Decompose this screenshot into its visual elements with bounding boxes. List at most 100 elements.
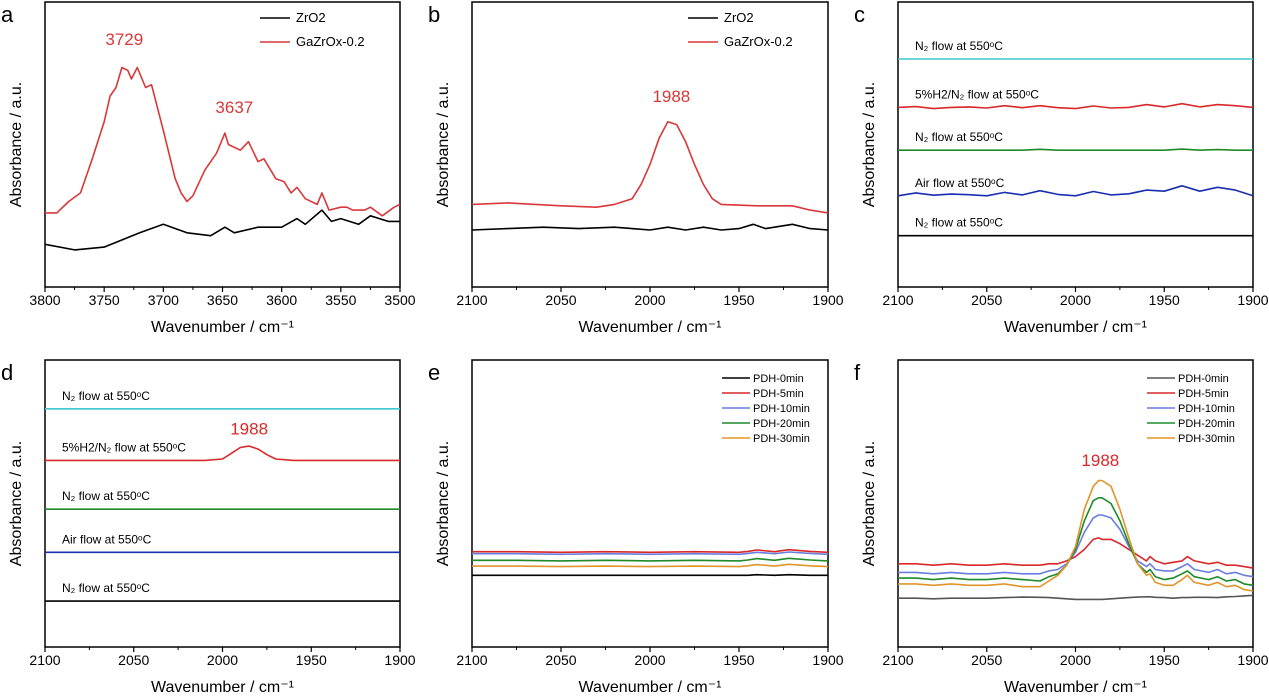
panel-f: f 2100 2050 2000 1950 1900 Wavenumber / cm⁻¹ Ab… xyxy=(854,359,1269,696)
peak-annotation: 1988 xyxy=(230,420,268,439)
series-line-pdh-20min xyxy=(898,497,1254,587)
legend-label: PDH-0min xyxy=(1178,373,1229,385)
curve-label: 5%H2/N₂ flow at 550ᵒC xyxy=(915,87,1039,101)
x-tick-label: 2000 xyxy=(1060,292,1091,308)
x-tick-label: 2100 xyxy=(882,652,913,668)
curve-label: N₂ flow at 550ᵒC xyxy=(62,389,150,403)
curve-label: N₂ flow at 550ᵒC xyxy=(915,216,1003,230)
curve-label: 5%H2/N₂ flow at 550ᵒC xyxy=(62,440,186,454)
x-tick-label: 3600 xyxy=(266,292,297,308)
series-line-gazrox-0-2 xyxy=(45,66,401,217)
legend-label: PDH-20min xyxy=(1178,418,1235,430)
panel-letter: d xyxy=(1,360,13,385)
x-tick-label: 1900 xyxy=(812,292,843,308)
series-line-5-h2-n-flow-at-550-c xyxy=(45,445,400,462)
x-tick-label: 1950 xyxy=(296,652,327,668)
series-line-air-flow-at-550-c xyxy=(897,185,1254,197)
series-line-zro2 xyxy=(44,209,400,251)
x-tick-label: 1900 xyxy=(1237,292,1268,308)
x-axis-label: Wavenumber / cm⁻¹ xyxy=(1004,679,1147,694)
x-tick-label: 2050 xyxy=(971,292,1002,308)
panel-c: c 2100 2050 2000 1950 1900 Wavenumber / cm⁻¹ Ab… xyxy=(854,1,1269,336)
y-axis-label: Absorbance / a.u. xyxy=(861,82,878,207)
y-axis-label: Absorbance / a.u. xyxy=(8,441,25,566)
curve-label: N₂ flow at 550ᵒC xyxy=(915,130,1003,144)
curve-label: N₂ flow at 550ᵒC xyxy=(915,39,1003,53)
peak-annotation: 3637 xyxy=(215,98,253,117)
x-tick-label: 2000 xyxy=(1060,652,1091,668)
y-axis-label: Absorbance / a.u. xyxy=(8,82,25,207)
x-tick-label: 2000 xyxy=(634,652,665,668)
series-line-pdh-0min xyxy=(898,594,1254,601)
peak-annotation: 3729 xyxy=(105,30,143,49)
legend-label: GaZrOx-0.2 xyxy=(724,34,793,49)
series-line-pdh-30min xyxy=(898,479,1254,592)
x-tick-label: 3750 xyxy=(89,292,120,308)
x-tick-label: 2000 xyxy=(207,652,238,668)
x-tick-label: 1950 xyxy=(723,292,754,308)
x-tick-label: 1950 xyxy=(1149,292,1180,308)
legend-label: ZrO2 xyxy=(296,10,326,25)
y-axis-label: Absorbance / a.u. xyxy=(435,82,452,207)
series-line-pdh-10min xyxy=(898,514,1254,578)
series-line-pdh-30min xyxy=(472,563,829,568)
x-tick-label: 2050 xyxy=(118,652,149,668)
panel-letter: b xyxy=(428,2,440,27)
x-tick-label: 1950 xyxy=(723,652,754,668)
legend-label: ZrO2 xyxy=(724,10,754,25)
x-axis-label: Wavenumber / cm⁻¹ xyxy=(579,679,722,694)
legend: PDH-0min PDH-5min PDH-10min PDH-20min PDH-30… xyxy=(1147,373,1235,445)
x-tick-label: 2100 xyxy=(456,652,487,668)
legend: ZrO2 GaZrOx-0.2 xyxy=(260,10,365,49)
peak-annotation: 1988 xyxy=(1081,451,1119,470)
x-tick-label: 2100 xyxy=(29,652,60,668)
x-tick-label: 2100 xyxy=(882,292,913,308)
curve-label: Air flow at 550ᵒC xyxy=(915,176,1005,190)
legend-label: PDH-30min xyxy=(1178,433,1235,445)
curve-label: N₂ flow at 550ᵒC xyxy=(62,581,150,595)
panel-a: a 3800 3750 3700 3650 3600 3550 3500 Wavenumber … xyxy=(1,1,416,336)
legend-label: PDH-10min xyxy=(753,403,810,415)
x-tick-label: 1950 xyxy=(1149,652,1180,668)
legend-label: PDH-10min xyxy=(1178,403,1235,415)
legend-label: PDH-0min xyxy=(753,373,804,385)
legend-label: GaZrOx-0.2 xyxy=(296,34,365,49)
x-tick-label: 2000 xyxy=(634,292,665,308)
panel-d: d 2100 2050 2000 1950 1900 Wavenumber / cm⁻¹ Ab… xyxy=(1,359,416,696)
plot-frame xyxy=(44,359,401,648)
x-axis-label: Wavenumber / cm⁻¹ xyxy=(151,319,294,336)
x-tick-label: 3550 xyxy=(325,292,356,308)
series-line-zro2 xyxy=(471,223,829,231)
panel-letter: c xyxy=(854,2,865,27)
curve-label: N₂ flow at 550ᵒC xyxy=(62,489,150,503)
x-tick-label: 3500 xyxy=(384,292,415,308)
x-tick-label: 2050 xyxy=(545,292,576,308)
x-tick-label: 1900 xyxy=(1237,652,1268,668)
series-line-5-h2-n-flow-at-550-c xyxy=(897,102,1254,110)
legend-label: PDH-5min xyxy=(753,388,804,400)
panel-e: e 2100 2050 2000 1950 1900 Wavenumber / cm⁻¹ Ab… xyxy=(428,359,844,696)
series-line-pdh-10min xyxy=(472,551,829,556)
x-axis-label: Wavenumber / cm⁻¹ xyxy=(151,679,294,694)
series-line-pdh-20min xyxy=(472,557,829,562)
panel-b: b 2100 2050 2000 1950 1900 Wavenumber / cm⁻¹ Ab… xyxy=(428,1,844,336)
legend: ZrO2 GaZrOx-0.2 xyxy=(688,10,793,49)
legend: PDH-0min PDH-5min PDH-10min PDH-20min PDH-30… xyxy=(722,373,810,445)
panel-letter: e xyxy=(428,360,440,385)
x-tick-label: 3700 xyxy=(148,292,179,308)
series-line-gazrox-0-2 xyxy=(471,120,829,214)
x-tick-label: 1900 xyxy=(384,652,415,668)
legend-label: PDH-20min xyxy=(753,418,810,430)
x-tick-label: 2050 xyxy=(545,652,576,668)
x-tick-label: 2050 xyxy=(971,652,1002,668)
series-line-pdh-0min xyxy=(472,573,828,577)
series-line-pdh-5min xyxy=(472,548,829,554)
curve-label: Air flow at 550ᵒC xyxy=(62,532,152,546)
y-axis-label: Absorbance / a.u. xyxy=(861,441,878,566)
series-line-n-flow-at-550-c xyxy=(898,148,1253,151)
legend-label: PDH-30min xyxy=(753,433,810,445)
x-tick-label: 3650 xyxy=(207,292,238,308)
x-axis-label: Wavenumber / cm⁻¹ xyxy=(1004,319,1147,336)
x-tick-label: 3800 xyxy=(29,292,60,308)
